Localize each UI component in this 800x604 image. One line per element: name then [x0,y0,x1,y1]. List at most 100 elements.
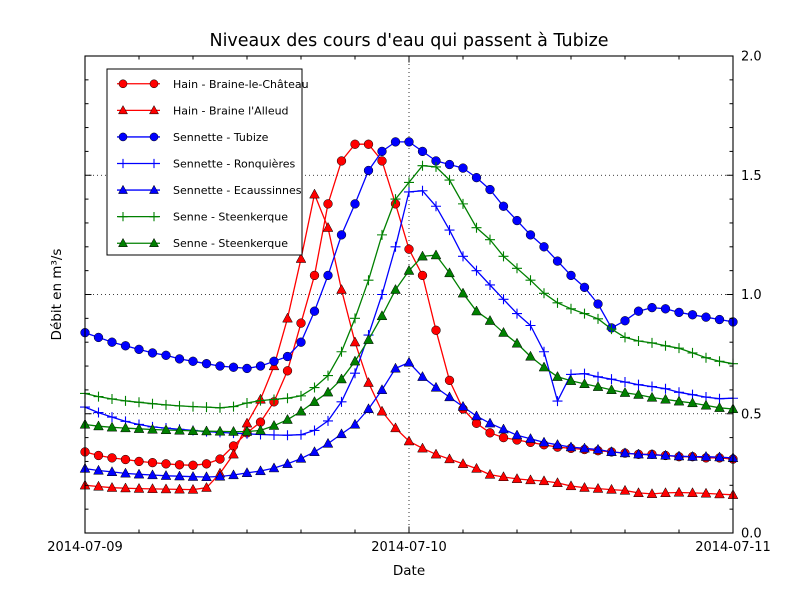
marker-plus [471,265,482,276]
marker-plus [309,425,320,436]
marker-triangle [606,483,617,494]
legend-box [106,68,303,256]
marker-triangle [160,483,172,494]
marker-plus [350,313,360,324]
legend: Hain - Braine-le-Château Hain - Braine l'… [106,68,309,256]
marker-circle [687,310,698,320]
marker-triangle [149,237,159,247]
chart-title: Niveaux des cours d'eau qui passent à Tu… [209,31,608,51]
marker-triangle [376,384,388,394]
marker-plus [660,383,671,394]
x-axis-label: Date [393,563,425,579]
marker-triangle [147,469,158,480]
marker-plus [512,263,522,274]
marker-triangle [633,487,644,497]
marker-circle [296,318,306,328]
marker-triangle [214,470,226,481]
marker-triangle [606,384,617,394]
marker-circle [215,454,225,464]
marker-triangle [457,400,469,411]
marker-triangle [174,483,185,494]
marker-plus [498,294,509,305]
marker-triangle [363,377,374,387]
marker-circle [620,316,630,326]
marker-triangle [606,446,617,456]
legend-entry: Sennette - Ecaussinnes [117,184,302,197]
marker-triangle [228,469,239,480]
marker-triangle [498,326,509,337]
marker-triangle [322,437,334,448]
marker-plus [714,393,725,404]
marker-triangle [484,315,496,325]
marker-plus [444,225,455,236]
marker-triangle [174,424,185,435]
marker-plus [579,368,590,379]
series-7-line [79,249,739,436]
marker-triangle [592,482,604,493]
marker-triangle [687,450,698,461]
marker-triangle [673,450,685,461]
marker-triangle [511,337,523,348]
marker-plus [390,241,401,252]
marker-circle [539,242,549,252]
marker-plus [687,347,698,358]
marker-plus [336,396,347,407]
marker-triangle [619,387,631,397]
marker-circle [107,337,117,347]
marker-circle [444,375,455,386]
marker-plus [458,198,468,209]
marker-plus [147,398,158,409]
marker-triangle [336,284,347,294]
marker-triangle [444,267,455,278]
marker-triangle [592,443,604,454]
marker-circle [309,306,320,316]
marker-circle [107,453,117,463]
marker-circle [593,299,603,309]
x-tick-label: 2014-07-11 [695,540,771,555]
marker-plus [296,429,306,440]
marker-circle [417,270,428,281]
marker-triangle [430,249,442,260]
marker-plus [215,402,225,413]
marker-triangle [646,449,658,459]
marker-triangle [336,373,347,384]
marker-plus [444,175,455,186]
marker-triangle [619,447,631,458]
marker-plus [309,382,320,393]
marker-triangle [525,433,536,443]
marker-plus [296,390,306,401]
marker-triangle [552,371,563,381]
marker-triangle [295,253,307,263]
marker-plus [323,415,333,426]
marker-triangle [241,467,253,477]
marker-triangle [147,483,158,493]
legend-entry: Sennette - Ronquières [117,158,295,171]
marker-circle [566,270,576,281]
marker-triangle [309,446,320,456]
legend-entry: Sennette - Tubize [117,131,269,144]
marker-triangle [295,452,307,463]
marker-plus [660,340,671,351]
marker-triangle [700,487,712,498]
marker-triangle [93,464,104,475]
marker-triangle [390,422,401,433]
marker-triangle [228,425,239,436]
marker-circle [174,460,185,470]
marker-triangle [282,413,293,424]
marker-circle [336,230,347,240]
marker-plus [149,158,159,169]
marker-triangle [444,453,455,464]
marker-circle [471,418,482,428]
marker-triangle [93,420,104,431]
marker-plus [525,320,536,331]
marker-plus [134,397,144,408]
marker-plus [485,279,495,290]
marker-triangle [633,388,644,399]
marker-circle [149,79,159,89]
marker-circle [363,165,374,176]
marker-circle [350,139,360,149]
marker-plus [674,343,684,354]
marker-plus [431,161,441,172]
marker-triangle [282,458,293,468]
